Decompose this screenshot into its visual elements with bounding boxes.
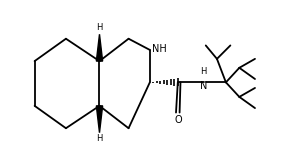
Text: NH: NH [152, 44, 166, 54]
Text: O: O [174, 115, 182, 125]
Polygon shape [96, 106, 103, 133]
Text: H: H [96, 134, 103, 143]
Text: H: H [96, 24, 103, 32]
Text: H: H [200, 67, 207, 76]
Polygon shape [96, 34, 103, 61]
Text: N: N [200, 81, 207, 91]
